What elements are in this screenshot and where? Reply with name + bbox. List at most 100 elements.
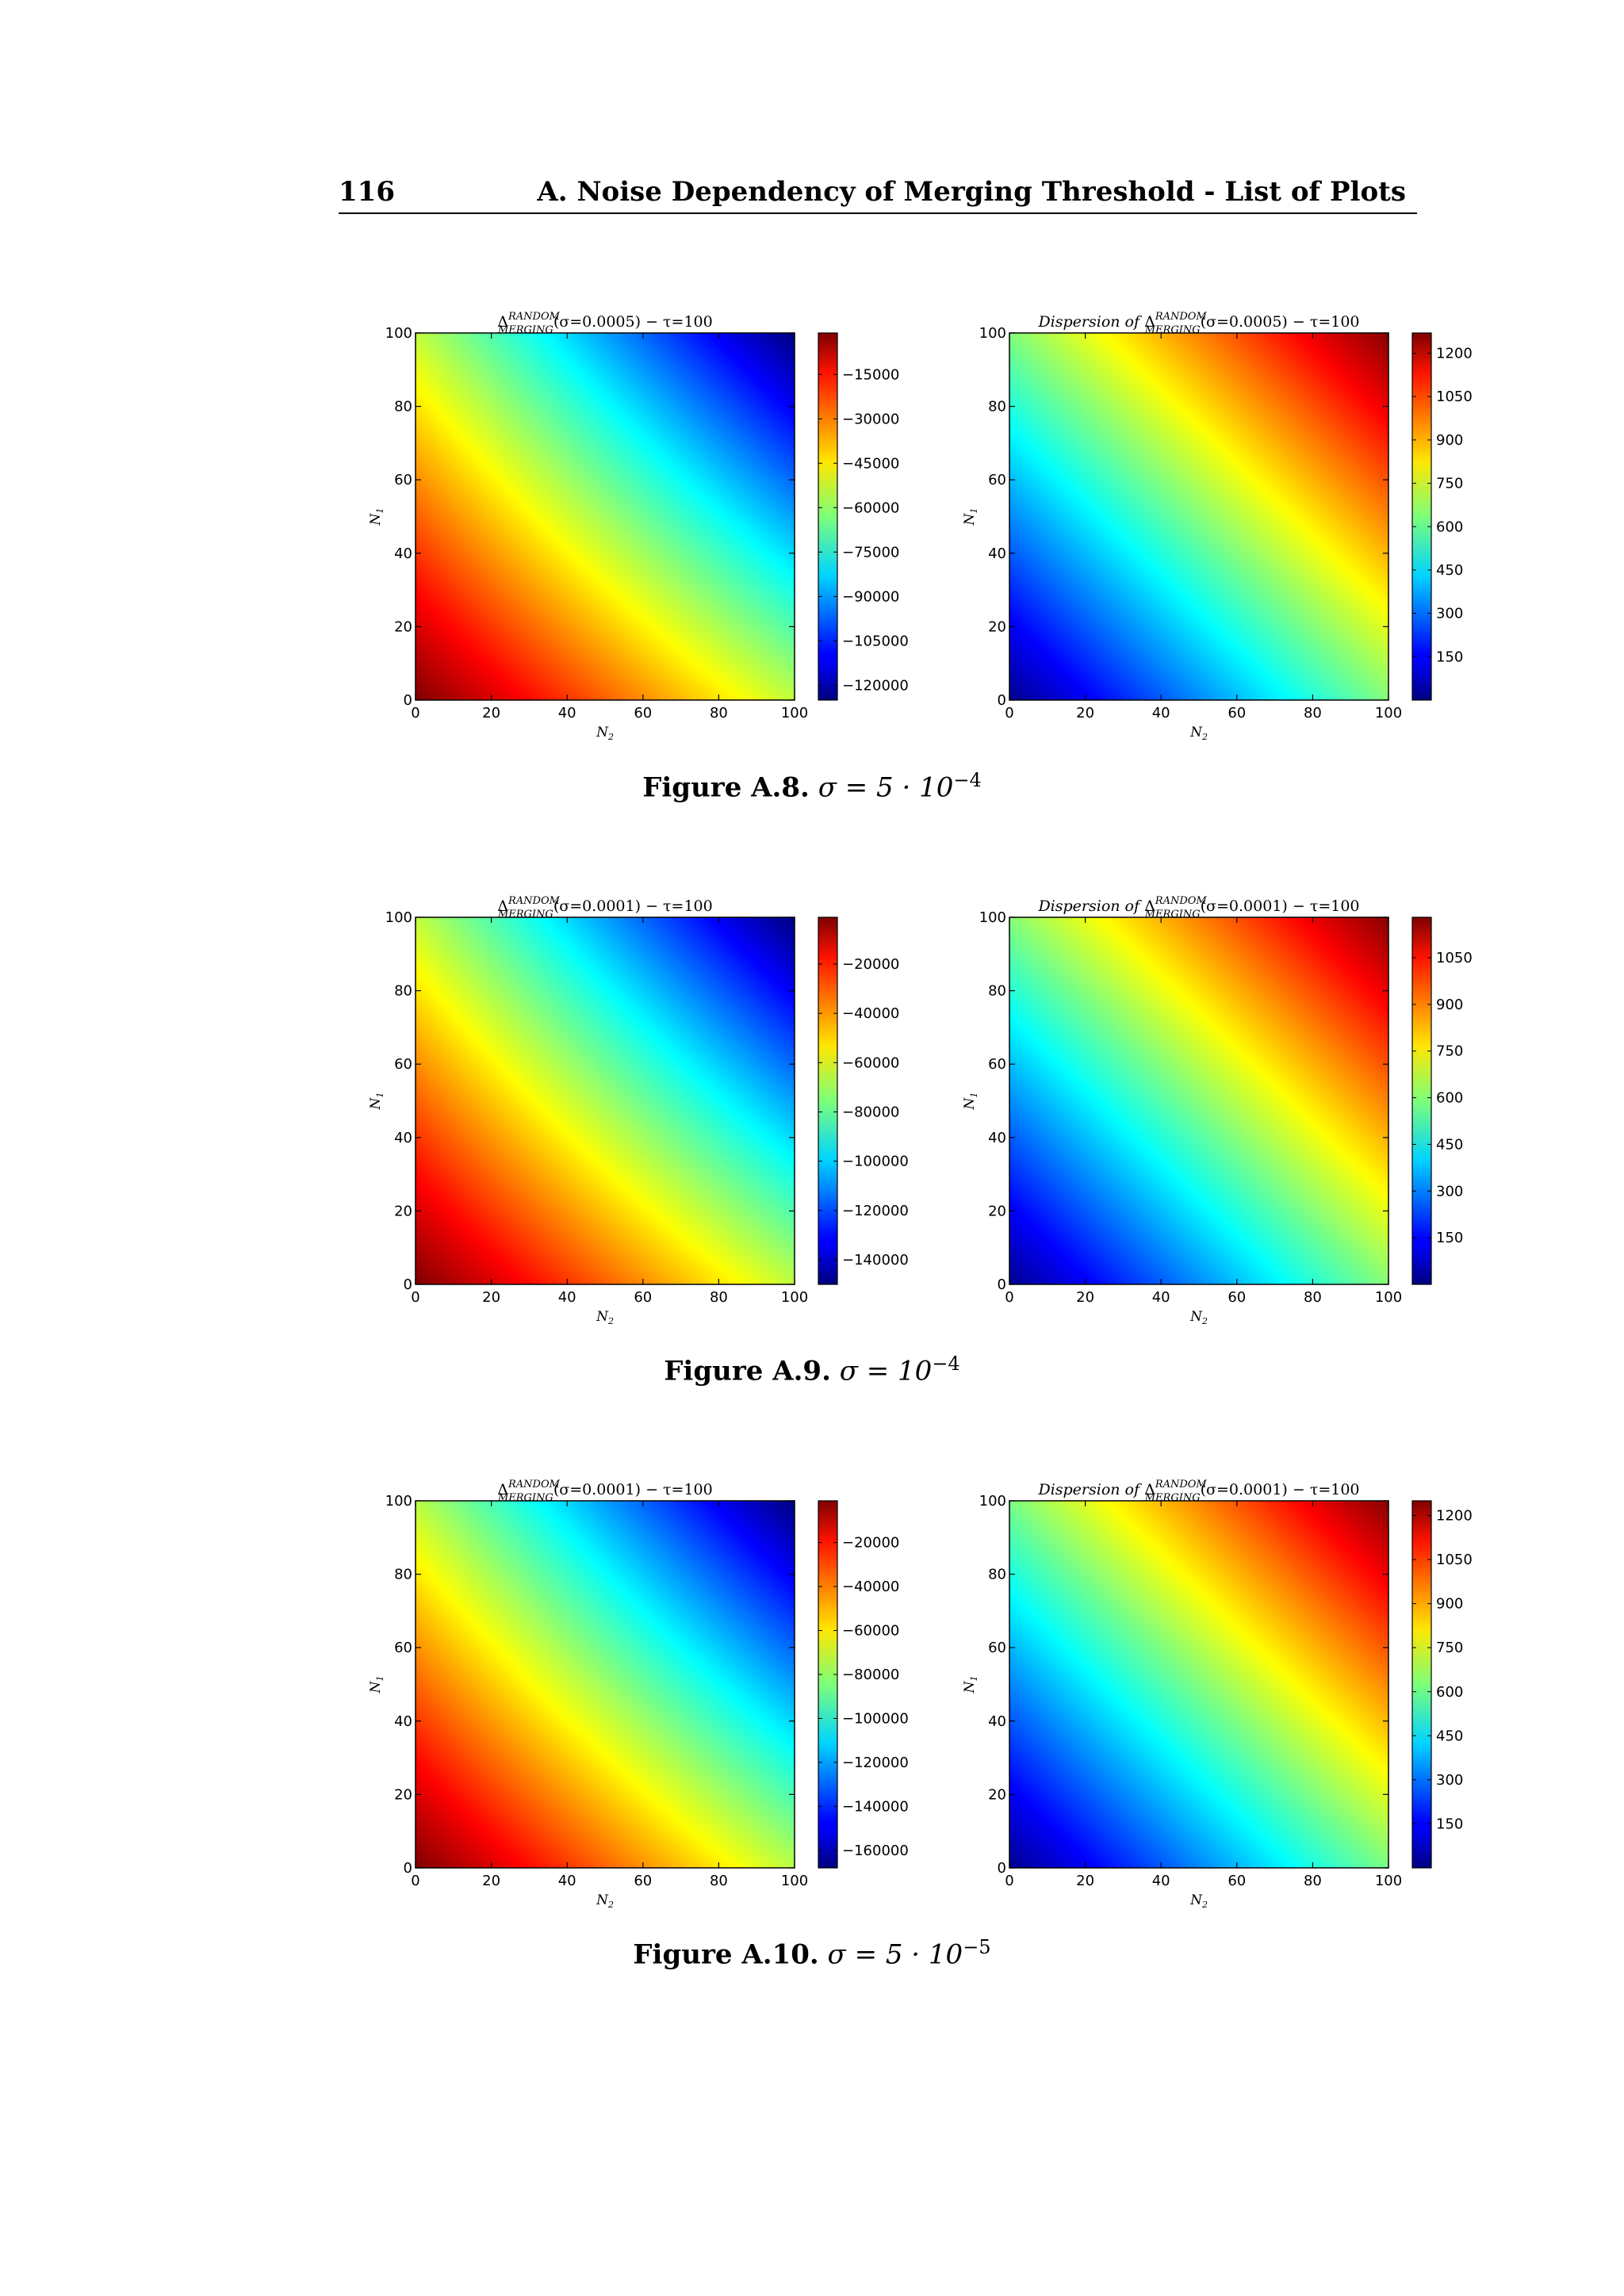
x-tick-label: 20 (482, 705, 500, 721)
colorbar (818, 916, 838, 1285)
panel-title: Dispersion of ΔRANDOM MERGING(σ=0.0005) −… (1037, 311, 1359, 336)
colorbar (818, 332, 838, 701)
y-axis-label: N1 (368, 1093, 385, 1111)
y-tick-label: 40 (988, 1130, 1006, 1146)
y-tick-label: 80 (988, 983, 1006, 1000)
y-tick-label: 60 (394, 472, 412, 488)
colorbar-tick-label: 450 (1436, 562, 1463, 579)
colorbar-tick-label: −90000 (842, 588, 899, 605)
x-tick-label: 20 (482, 1289, 500, 1306)
caption-math: σ = 10 (839, 1355, 933, 1387)
heatmap-panel-2-2: Dispersion of ΔRANDOM MERGING(σ=0.0001) −… (962, 895, 1473, 1326)
x-tick-label: 80 (710, 1873, 728, 1889)
y-tick-label: 100 (979, 1493, 1006, 1510)
heatmap-panel-1-2: Dispersion of ΔRANDOM MERGING(σ=0.0005) −… (962, 311, 1473, 742)
colorbar-tick-label: −40000 (842, 1005, 899, 1022)
y-tick-label: 20 (394, 1786, 412, 1803)
x-tick-label: 60 (1228, 1873, 1246, 1889)
colorbar-tick-label: −100000 (842, 1154, 909, 1170)
colorbar-tick-label: 150 (1436, 1816, 1463, 1832)
y-tick-label: 20 (394, 1203, 412, 1219)
figure-caption: Figure A.8. σ = 5 · 10−4 (0, 769, 1624, 803)
figure-caption: Figure A.10. σ = 5 · 10−5 (0, 1936, 1624, 1970)
x-tick-label: 0 (1005, 705, 1013, 721)
heatmap-panel-3-1: ΔRANDOM MERGING(σ=0.0001) − τ=100 0 20 40 60 8… (368, 1479, 909, 1910)
x-tick-label: 40 (558, 705, 576, 721)
figure-label: Figure A.8. (642, 771, 810, 804)
colorbar (1411, 916, 1432, 1285)
x-tick-label: 80 (1304, 1873, 1322, 1889)
x-axis-label: N2 (596, 1892, 614, 1910)
x-axis-label: N2 (1189, 1892, 1208, 1910)
colorbar-tick-label: 900 (1436, 432, 1463, 449)
y-tick-label: 0 (998, 692, 1006, 709)
x-tick-label: 0 (1005, 1289, 1013, 1306)
panel-title: ΔRANDOM MERGING(σ=0.0005) − τ=100 (497, 311, 713, 336)
y-tick-label: 60 (988, 1056, 1006, 1073)
colorbar-tick-label: −60000 (842, 1054, 899, 1071)
x-tick-label: 20 (1076, 705, 1094, 721)
y-tick-label: 100 (979, 909, 1006, 926)
colorbar-tick-label: 1200 (1436, 1508, 1473, 1525)
x-tick-label: 60 (634, 1873, 652, 1889)
x-tick-label: 0 (411, 1289, 419, 1306)
plot-frame (1009, 916, 1389, 1285)
y-tick-label: 60 (988, 1640, 1006, 1656)
x-tick-label: 40 (1152, 705, 1170, 721)
plot-frame (415, 1500, 795, 1869)
panel-title: Dispersion of ΔRANDOM MERGING(σ=0.0001) −… (1037, 895, 1359, 920)
panel-title: Dispersion of ΔRANDOM MERGING(σ=0.0001) −… (1037, 1479, 1359, 1504)
heatmap-image (1009, 333, 1388, 700)
colorbar-tick-label: −20000 (842, 1535, 899, 1552)
heatmap-image (416, 333, 795, 700)
colorbar-tick-label: −40000 (842, 1578, 899, 1595)
colorbar-tick-label: 900 (1436, 997, 1463, 1013)
x-axis-label: N2 (596, 1309, 614, 1326)
x-tick-label: 100 (781, 1289, 808, 1306)
colorbar (1411, 1500, 1432, 1869)
y-tick-label: 0 (404, 1860, 412, 1877)
y-tick-label: 60 (394, 1640, 412, 1656)
heatmap-image (416, 917, 795, 1284)
x-tick-label: 100 (1375, 1873, 1402, 1889)
y-tick-label: 20 (988, 618, 1006, 635)
colorbar-tick-label: 150 (1436, 1230, 1463, 1246)
caption-exponent: −4 (953, 769, 982, 791)
colorbar-tick-label: 750 (1436, 1043, 1463, 1060)
panel-title: ΔRANDOM MERGING(σ=0.0001) − τ=100 (497, 1479, 713, 1504)
y-tick-label: 40 (394, 1130, 412, 1146)
x-tick-label: 100 (781, 705, 808, 721)
y-tick-label: 100 (385, 1493, 412, 1510)
y-tick-label: 80 (988, 1567, 1006, 1583)
colorbar-tick-label: 750 (1436, 476, 1463, 492)
colorbar-tick-label: 300 (1436, 1772, 1463, 1789)
y-tick-label: 40 (394, 545, 412, 562)
y-axis-label: N1 (962, 508, 979, 526)
colorbar-tick-label: −120000 (842, 1755, 909, 1771)
heatmap-panel-1-1: ΔRANDOM MERGING(σ=0.0005) − τ=100 0 20 40 60 8… (368, 311, 909, 742)
x-tick-label: 40 (1152, 1873, 1170, 1889)
x-tick-label: 60 (1228, 705, 1246, 721)
y-tick-label: 100 (385, 909, 412, 926)
running-title: A. Noise Dependency of Merging Threshold… (537, 176, 1406, 208)
figure-label: Figure A.9. (664, 1355, 831, 1387)
plot-frame (415, 332, 795, 701)
x-tick-label: 100 (1375, 705, 1402, 721)
colorbar-tick-label: −15000 (842, 366, 899, 383)
panel-title: ΔRANDOM MERGING(σ=0.0001) − τ=100 (497, 895, 713, 920)
colorbar-tick-label: −105000 (842, 633, 909, 649)
x-tick-label: 100 (1375, 1289, 1402, 1306)
x-tick-label: 0 (411, 705, 419, 721)
colorbar-tick-label: −20000 (842, 956, 899, 973)
x-tick-label: 80 (710, 705, 728, 721)
y-tick-label: 100 (385, 325, 412, 342)
y-axis-label: N1 (962, 1676, 979, 1694)
x-tick-label: 80 (710, 1289, 728, 1306)
colorbar-tick-label: −80000 (842, 1667, 899, 1683)
x-tick-label: 20 (482, 1873, 500, 1889)
y-axis-label: N1 (368, 508, 385, 526)
x-tick-label: 80 (1304, 705, 1322, 721)
x-tick-label: 20 (1076, 1289, 1094, 1306)
y-tick-label: 40 (394, 1713, 412, 1730)
